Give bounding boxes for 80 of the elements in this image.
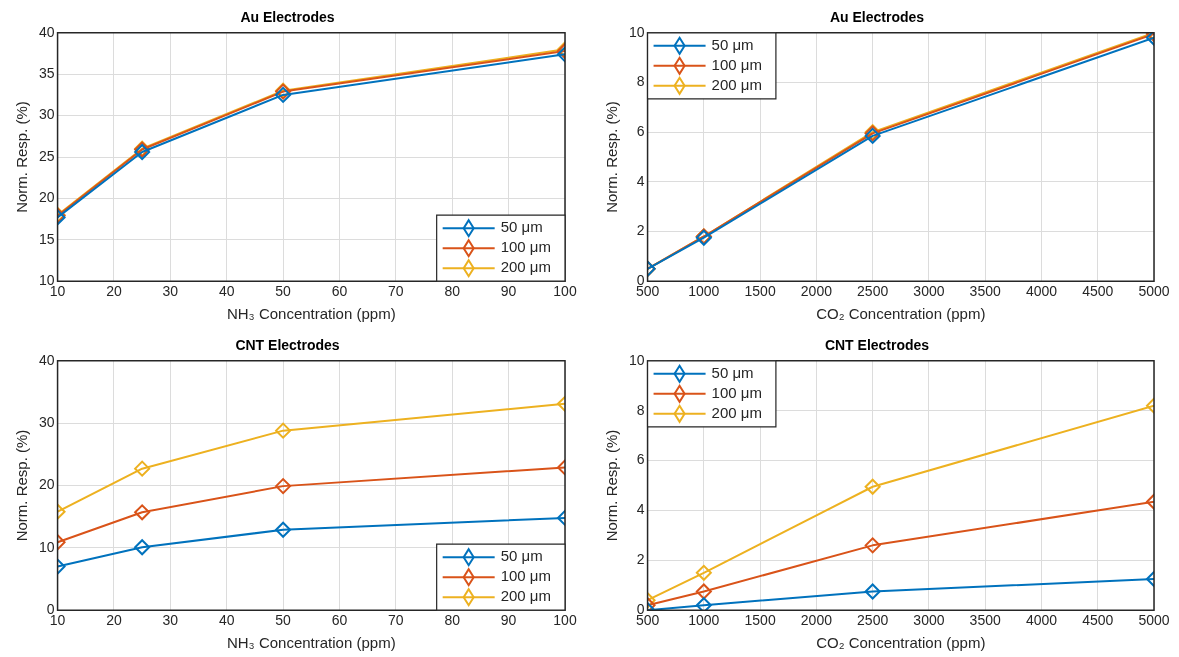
x-tick-label: 4500: [1082, 283, 1114, 300]
x-axis-title: CO₂ Concentration (ppm): [816, 305, 986, 323]
y-tick-label: 6: [636, 123, 645, 140]
x-tick-label: 1500: [744, 283, 776, 300]
x-tick-label: 1000: [688, 283, 720, 300]
chart-title: CNT Electrodes: [824, 337, 930, 354]
chart-title: CNT Electrodes: [235, 337, 340, 354]
y-axis-title: Norm. Resp. (%): [603, 101, 621, 213]
x-tick-label: 50: [275, 283, 292, 300]
x-tick-label: 100: [553, 612, 577, 629]
x-tick-label: 60: [331, 612, 348, 629]
y-tick-label: 40: [38, 351, 55, 368]
legend-label: 200 μm: [711, 403, 762, 421]
x-axis-title: NH₃ Concentration (ppm): [226, 634, 396, 652]
x-tick-label: 4000: [1025, 283, 1058, 300]
y-tick-label: 8: [636, 401, 645, 418]
x-tick-label: 40: [218, 283, 235, 300]
x-tick-label: 50: [275, 612, 292, 629]
y-tick-label: 30: [38, 414, 55, 431]
x-tick-label: 1500: [744, 612, 776, 629]
x-tick-label: 80: [444, 612, 461, 629]
legend-label: 200 μm: [500, 258, 552, 276]
y-tick-label: 4: [636, 501, 645, 518]
y-tick-label: 2: [636, 551, 645, 568]
x-tick-label: 2000: [800, 612, 833, 629]
x-tick-label: 3500: [969, 283, 1001, 300]
y-tick-label: 30: [38, 106, 55, 123]
legend-label: 200 μm: [711, 75, 762, 93]
y-tick-label: 2: [636, 222, 645, 239]
x-axis-title: NH₃ Concentration (ppm): [226, 305, 396, 323]
x-tick-label: 30: [162, 283, 179, 300]
y-tick-label: 10: [628, 351, 645, 368]
chart-title: Au Electrodes: [240, 9, 335, 26]
x-tick-label: 4000: [1025, 612, 1058, 629]
x-tick-label: 3000: [913, 612, 945, 629]
x-tick-label: 60: [331, 283, 348, 300]
y-tick-label: 35: [38, 65, 55, 82]
legend-label: 50 μm: [500, 547, 543, 565]
x-tick-label: 90: [500, 283, 517, 300]
y-axis-title: Norm. Resp. (%): [13, 101, 31, 213]
x-tick-label: 1000: [688, 612, 720, 629]
x-tick-label: 2500: [857, 612, 889, 629]
y-tick-label: 6: [636, 451, 645, 468]
legend-label: 50 μm: [711, 35, 754, 53]
y-tick-label: 20: [38, 189, 55, 206]
x-tick-label: 4500: [1082, 612, 1114, 629]
legend-label: 100 μm: [711, 55, 762, 73]
x-tick-label: 70: [388, 283, 404, 300]
x-tick-label: 20: [106, 283, 122, 300]
x-tick-label: 3500: [969, 612, 1001, 629]
x-tick-label: 2000: [800, 283, 833, 300]
y-tick-label: 4: [636, 172, 645, 189]
y-tick-label: 10: [628, 23, 645, 40]
x-tick-label: 3000: [913, 283, 945, 300]
y-axis-title: Norm. Resp. (%): [13, 429, 31, 542]
x-tick-label: 5000: [1138, 283, 1170, 300]
y-tick-label: 15: [38, 230, 55, 247]
legend-label: 100 μm: [711, 383, 762, 401]
y-tick-label: 8: [636, 73, 645, 90]
y-tick-label: 20: [38, 476, 55, 493]
legend-label: 50 μm: [711, 363, 754, 381]
y-axis-title: Norm. Resp. (%): [603, 429, 621, 542]
x-axis-title: CO₂ Concentration (ppm): [816, 634, 986, 652]
y-tick-label: 10: [38, 538, 55, 555]
legend-label: 50 μm: [500, 218, 543, 236]
x-tick-label: 100: [553, 283, 577, 300]
x-tick-label: 80: [444, 283, 461, 300]
x-tick-label: 5000: [1138, 612, 1170, 629]
chart-title: Au Electrodes: [829, 9, 925, 26]
y-tick-label: 40: [38, 23, 55, 40]
legend-label: 100 μm: [500, 567, 552, 585]
x-tick-label: 40: [218, 612, 235, 629]
x-tick-label: 30: [162, 612, 179, 629]
x-tick-label: 70: [388, 612, 404, 629]
legend-label: 200 μm: [500, 587, 552, 605]
y-tick-label: 25: [38, 147, 55, 164]
x-tick-label: 2500: [857, 283, 889, 300]
x-tick-label: 20: [106, 612, 122, 629]
legend-label: 100 μm: [500, 238, 552, 256]
x-tick-label: 90: [500, 612, 517, 629]
